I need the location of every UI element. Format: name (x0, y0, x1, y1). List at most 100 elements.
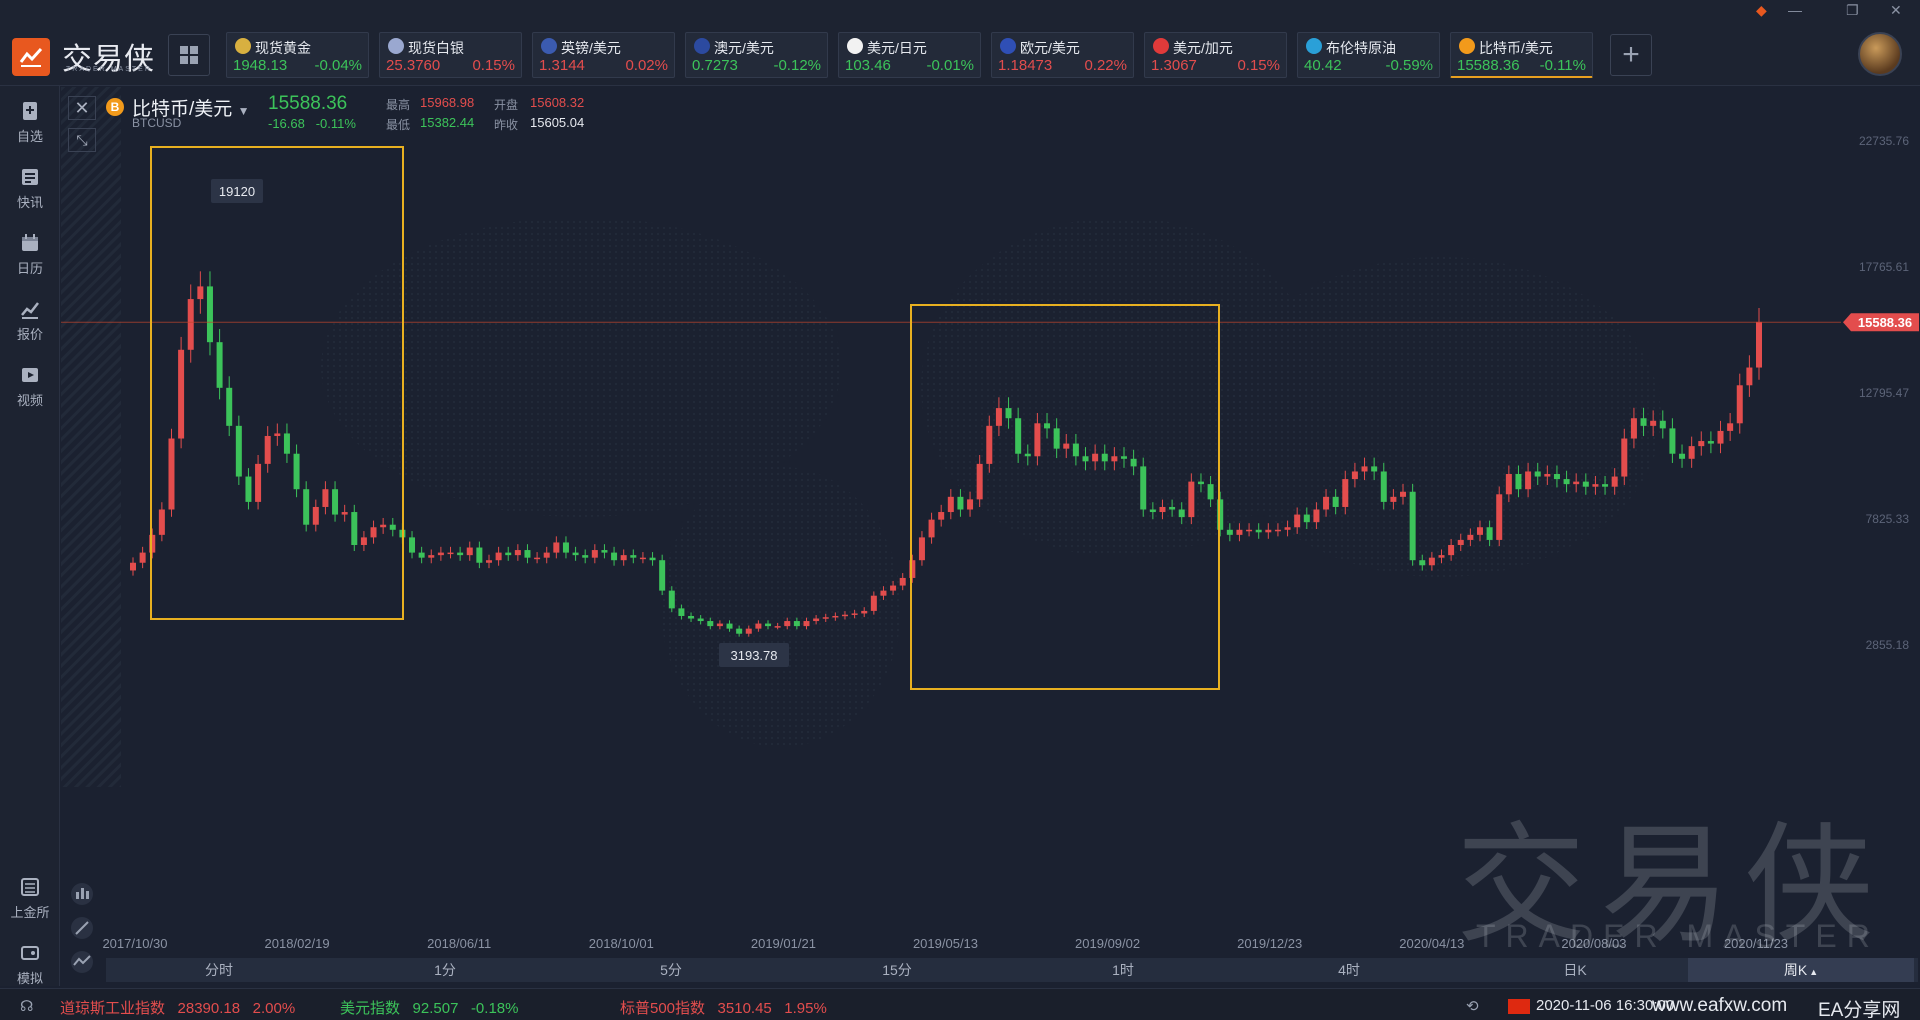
candle-body (255, 463, 262, 502)
close-chart-button[interactable]: ✕ (68, 96, 96, 120)
skin-icon[interactable]: ◆ (1756, 2, 1767, 18)
candle-body (1679, 453, 1686, 459)
footer-index-change: 1.95% (784, 1000, 827, 1017)
candle-body (1640, 418, 1647, 426)
y-tick-label: 7825.33 (1866, 512, 1910, 526)
chart-type-icon[interactable] (68, 950, 96, 974)
timeframe-label: 15分 (882, 962, 912, 978)
candle-body (967, 499, 974, 510)
footer-index-value: 3510.45 (717, 1000, 772, 1017)
timeframe-label: 5分 (660, 962, 682, 978)
timeframe-tab-1[interactable]: 1分 (332, 958, 558, 982)
ticker-change: -0.11% (1539, 57, 1586, 74)
map-dots-eu (921, 217, 1321, 557)
symbol-selector[interactable]: 比特币/美元 ▼ (132, 94, 249, 121)
candle-body (447, 552, 454, 555)
candle-body (630, 555, 637, 558)
ticker-name: 现货黄金 (255, 40, 311, 56)
candle-body (668, 590, 675, 609)
candle-body (639, 557, 646, 560)
ticker-0[interactable]: 现货黄金 1948.13 -0.04% (226, 32, 369, 78)
sidebar-item-3[interactable]: 报价 (0, 292, 60, 348)
sidebar-item-1[interactable]: 快讯 (0, 160, 60, 216)
candle-body (1294, 514, 1301, 528)
candle-body (1659, 420, 1666, 429)
chart-area[interactable]: 22735.76 17765.61 12795.47 7825.33 2855.18 20… (61, 87, 1920, 987)
candle-body (437, 552, 444, 556)
ticker-7[interactable]: 布伦特原油 40.42 -0.59% (1297, 32, 1440, 78)
close-window-icon[interactable]: ✕ (1890, 2, 1902, 18)
candle-body (553, 542, 560, 553)
candle-body (1323, 496, 1330, 510)
draw-tool-icon[interactable] (68, 916, 96, 940)
support-icon[interactable]: ☊ (20, 998, 34, 1015)
ticker-name: 美元/加元 (1173, 40, 1233, 56)
candle-body (1688, 446, 1695, 459)
ticker-1[interactable]: 现货白银 25.3760 0.15% (379, 32, 522, 78)
footer-index-2[interactable]: 标普500指数 3510.45 1.95% (620, 997, 827, 1018)
timeframe-tab-7[interactable]: 周K ▲ (1688, 958, 1914, 982)
candle-body (572, 552, 579, 556)
timeframe-tab-5[interactable]: 4时 (1236, 958, 1462, 982)
candle-body (774, 626, 781, 628)
ticker-change: 0.22% (1084, 57, 1127, 74)
candle-body (418, 552, 425, 558)
candle-body (1582, 481, 1589, 487)
y-tick-label: 22735.76 (1859, 134, 1909, 148)
ticker-4[interactable]: 美元/日元 103.46 -0.01% (838, 32, 981, 78)
candle-body (582, 555, 589, 558)
candle-body (1602, 484, 1609, 487)
ticker-8[interactable]: 比特币/美元 15588.36 -0.11% (1450, 32, 1593, 78)
sidebar-bottom-item-1[interactable]: 模拟 (0, 936, 60, 992)
ticker-2[interactable]: 英镑/美元 1.3144 0.02% (532, 32, 675, 78)
low-label: 最低 (386, 118, 411, 132)
ticker-name: 澳元/美元 (714, 40, 774, 56)
candle-body (332, 489, 339, 515)
candlestick-chart[interactable]: 22735.76 17765.61 12795.47 7825.33 2855.18 20… (61, 87, 1920, 987)
candle-body (1178, 509, 1185, 518)
candle-body (1486, 527, 1493, 540)
candle-body (1361, 466, 1368, 472)
avatar[interactable] (1858, 32, 1902, 76)
prev-close-value: 15605.04 (530, 115, 585, 130)
expand-chart-button[interactable]: ⤡ (68, 128, 96, 152)
sidebar-item-2[interactable]: 日历 (0, 226, 60, 282)
timeframe-tab-3[interactable]: 15分 (784, 958, 1010, 982)
ticker-5[interactable]: 欧元/美元 1.18473 0.22% (991, 32, 1134, 78)
x-tick-label: 2020/04/13 (1399, 936, 1464, 951)
sidebar-item-label: 自选 (16, 129, 43, 144)
indicator-tool-icon[interactable] (68, 882, 96, 906)
timeframe-tab-4[interactable]: 1时 (1010, 958, 1236, 982)
silver-icon (388, 38, 404, 54)
candle-body (1736, 385, 1743, 424)
footer-index-0[interactable]: 道琼斯工业指数 28390.18 2.00% (60, 997, 295, 1018)
ticker-3[interactable]: 澳元/美元 0.7273 -0.12% (685, 32, 828, 78)
candle-body (1072, 443, 1079, 457)
add-ticker-button[interactable]: + (1610, 34, 1652, 76)
candle-body (1563, 479, 1570, 485)
candle-body (1140, 466, 1147, 510)
timeframe-tab-0[interactable]: 分时 (106, 958, 332, 982)
candle-body (1246, 529, 1253, 532)
candle-body (1130, 458, 1137, 467)
candle-body (745, 628, 752, 634)
highlight-box-2019-rally (910, 304, 1220, 690)
candle-body (303, 489, 310, 525)
jp-flag-icon (847, 38, 863, 54)
candle-body (457, 552, 464, 556)
candle-body (1756, 321, 1762, 368)
sidebar-item-4[interactable]: 视频 (0, 358, 60, 414)
timeframe-tab-6[interactable]: 日K (1462, 958, 1688, 982)
minimize-icon[interactable]: — (1788, 2, 1802, 18)
ticker-6[interactable]: 美元/加元 1.3067 0.15% (1144, 32, 1287, 78)
restore-icon[interactable]: ❐ (1846, 2, 1859, 18)
sidebar-bottom-item-0[interactable]: 上金所 (0, 870, 60, 926)
footer-index-value: 92.507 (412, 1000, 459, 1017)
logo-text: 交易侠 (62, 42, 155, 77)
sidebar-item-0[interactable]: 自选 (0, 94, 60, 150)
candle-body (880, 590, 887, 596)
layout-grid-button[interactable] (168, 34, 210, 76)
candle-body (476, 547, 483, 563)
footer-index-1[interactable]: 美元指数 92.507 -0.18% (340, 997, 518, 1018)
timeframe-tab-2[interactable]: 5分 (558, 958, 784, 982)
